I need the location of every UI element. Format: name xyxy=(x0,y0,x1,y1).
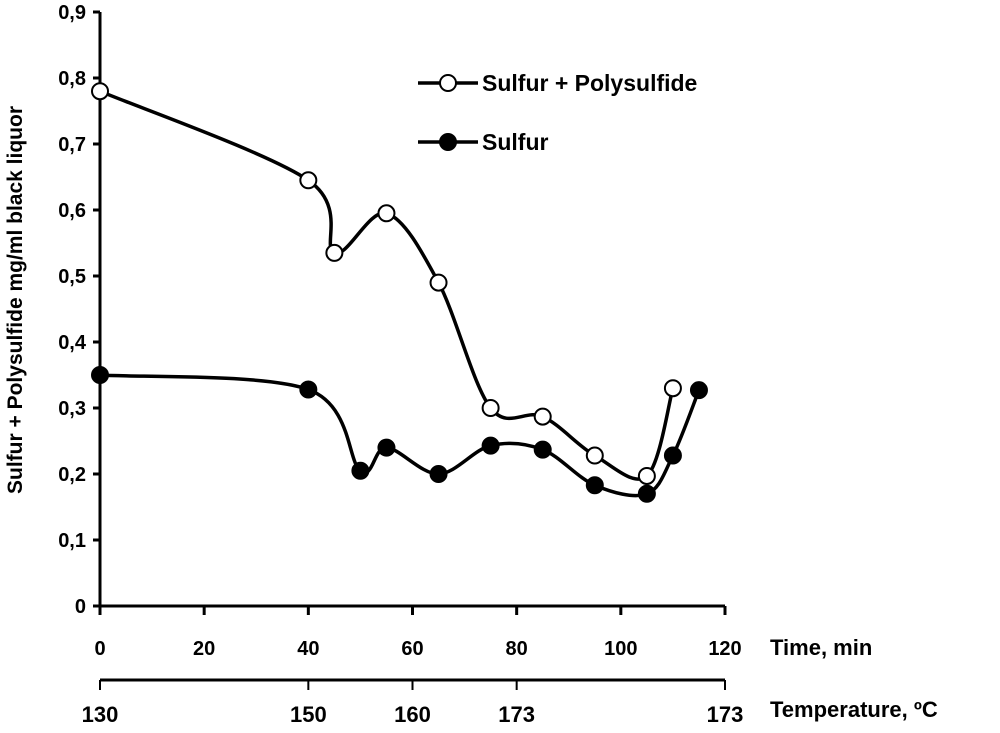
x-axis-temperature: 130 150 160 173 173 xyxy=(82,678,744,727)
y-tick-label: 0,2 xyxy=(58,464,86,486)
data-point xyxy=(585,476,604,495)
y-tick-label: 0,7 xyxy=(58,134,86,156)
data-point xyxy=(91,366,109,384)
x-tick-label: 60 xyxy=(401,638,423,660)
y-tick-label: 0,6 xyxy=(58,200,86,222)
y-axis-label: Sulfur + Polysulfide mg/ml black liquor xyxy=(4,106,27,494)
x2-tick-label: 173 xyxy=(707,702,744,727)
x2-tick-label: 130 xyxy=(82,702,119,727)
y-axis: 0 0,1 0,2 0,3 0,4 0,5 0,6 0,7 0,8 0,9 xyxy=(58,2,102,618)
series-line-sulfur xyxy=(99,373,701,498)
data-point xyxy=(481,436,500,455)
x2-tick-label: 150 xyxy=(290,702,327,727)
x2-axis-label: Temperature, ºC xyxy=(770,697,938,722)
x-tick-label: 100 xyxy=(604,638,637,660)
y-tick-label: 0 xyxy=(75,596,86,618)
legend-marker xyxy=(439,133,457,151)
data-point xyxy=(377,204,396,223)
x-tick-label: 40 xyxy=(297,638,319,660)
x-axis-label: Time, min xyxy=(770,635,872,660)
series-line-sulfur-polysulfide xyxy=(99,89,675,481)
data-point xyxy=(533,440,552,459)
x-tick-label: 20 xyxy=(193,638,215,660)
data-point xyxy=(299,380,318,399)
data-point xyxy=(299,171,318,190)
data-point xyxy=(585,446,604,465)
legend: Sulfur + Polysulfide Sulfur xyxy=(418,70,697,155)
data-point xyxy=(663,379,682,398)
data-point xyxy=(481,399,500,417)
series-group xyxy=(91,82,708,503)
y-tick-label: 0,8 xyxy=(58,68,86,90)
data-point xyxy=(663,446,682,465)
data-point xyxy=(689,381,708,400)
y-tick-label: 0,3 xyxy=(58,398,86,420)
data-point xyxy=(429,465,448,483)
data-point xyxy=(351,461,370,480)
legend-label: Sulfur + Polysulfide xyxy=(482,70,697,96)
y-tick-label: 0,5 xyxy=(58,266,86,288)
x-axis-time: 0 20 40 60 80 100 120 xyxy=(94,604,742,660)
x2-tick-label: 173 xyxy=(498,702,535,727)
y-tick-label: 0,9 xyxy=(58,2,86,24)
x-tick-label: 120 xyxy=(708,638,741,660)
y-tick-label: 0,1 xyxy=(58,530,86,552)
legend-label: Sulfur xyxy=(482,129,548,155)
y-tick-label: 0,4 xyxy=(58,332,87,354)
data-point xyxy=(377,438,396,457)
data-point xyxy=(91,82,109,101)
data-point xyxy=(637,484,656,503)
x-tick-label: 0 xyxy=(94,638,105,660)
legend-marker xyxy=(439,74,457,92)
x2-tick-label: 160 xyxy=(394,702,431,727)
x-tick-label: 80 xyxy=(506,638,528,660)
data-point xyxy=(429,273,448,292)
data-point xyxy=(533,407,552,426)
data-point xyxy=(637,466,656,485)
data-point xyxy=(325,243,344,262)
